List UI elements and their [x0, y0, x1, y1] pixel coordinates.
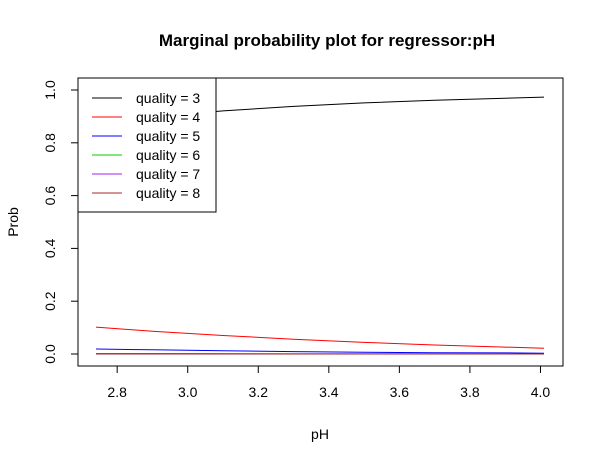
series-line-quality-4 — [95, 326, 545, 349]
x-tick-label: 3.8 — [460, 384, 480, 400]
legend-label: quality = 7 — [136, 166, 200, 182]
y-tick-label: 0.2 — [42, 291, 58, 311]
y-axis: 0.0 0.2 0.4 0.6 0.8 1.0 — [42, 80, 79, 364]
x-tick-label: 3.2 — [249, 384, 269, 400]
x-tick-label: 3.6 — [390, 384, 410, 400]
y-tick-label: 1.0 — [42, 80, 58, 100]
y-tick-label: 0.6 — [42, 186, 58, 206]
legend-label: quality = 8 — [136, 185, 200, 201]
y-tick-label: 0.8 — [42, 133, 58, 153]
chart-title: Marginal probability plot for regressor:… — [159, 31, 495, 50]
legend-label: quality = 4 — [136, 109, 200, 125]
x-tick-label: 3.4 — [319, 384, 339, 400]
x-axis: 2.8 3.0 3.2 3.4 3.6 3.8 4.0 — [107, 365, 551, 400]
x-tick-label: 2.8 — [107, 384, 127, 400]
legend-label: quality = 5 — [136, 128, 200, 144]
y-axis-label: Prob — [5, 207, 21, 237]
y-tick-label: 0.0 — [42, 344, 58, 364]
y-tick-label: 0.4 — [42, 238, 58, 258]
x-axis-label: pH — [311, 426, 329, 442]
legend: quality = 3 quality = 4 quality = 5 quality… — [77, 77, 217, 213]
x-tick-label: 4.0 — [531, 384, 551, 400]
x-tick-label: 3.0 — [178, 384, 198, 400]
series-line-quality-5 — [95, 348, 545, 354]
legend-box — [77, 77, 217, 213]
legend-label: quality = 6 — [136, 147, 200, 163]
legend-label: quality = 3 — [136, 90, 200, 106]
